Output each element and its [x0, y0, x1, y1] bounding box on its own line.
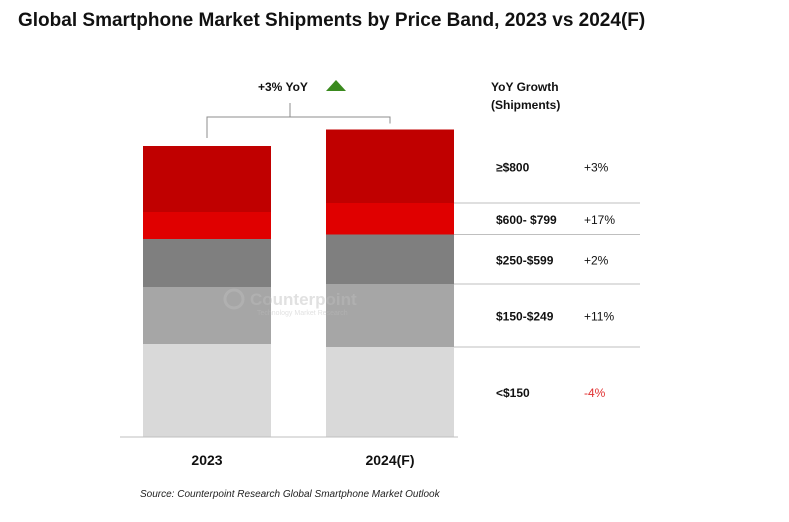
x-tick-label: 2023 [191, 452, 222, 468]
watermark-tagline: Technology Market Research [257, 310, 348, 317]
yoy-value-label: -4% [584, 386, 606, 400]
yoy-value-label: +3% [584, 160, 609, 174]
source-note: Source: Counterpoint Research Global Sma… [140, 489, 440, 500]
chart-title: Global Smartphone Market Shipments by Pr… [18, 10, 646, 31]
price-band-label: ≥$800 [496, 160, 530, 174]
price-band-label: $600- $799 [496, 213, 557, 227]
bar-segment-2023-2 [143, 239, 271, 287]
x-tick-label: 2024(F) [365, 452, 414, 468]
bar-segment-2023-4 [143, 146, 271, 212]
yoy-header-line1: YoY Growth [491, 80, 559, 94]
watermark-brand: Counterpoint [250, 290, 357, 309]
watermark-logo-icon [223, 288, 245, 310]
bar-segment-2024f-2 [326, 234, 454, 284]
bar-segment-2024f-4 [326, 129, 454, 203]
bar-segment-2023-1 [143, 287, 271, 344]
price-band-label: $250-$599 [496, 253, 554, 267]
total-yoy-annotation: +3% YoY [258, 80, 308, 94]
yoy-value-label: +17% [584, 213, 615, 227]
yoy-value-label: +11% [584, 310, 614, 324]
yoy-bracket [206, 103, 391, 138]
watermark: Counterpoint Technology Market Research [223, 288, 357, 317]
bar-segment-2024f-1 [326, 284, 454, 347]
price-band-label: $150-$249 [496, 310, 554, 324]
bar-segment-2024f-0 [326, 347, 454, 437]
bar-segment-2024f-3 [326, 203, 454, 235]
bar-segment-2023-3 [143, 212, 271, 239]
up-triangle-icon [326, 80, 346, 91]
price-band-label: <$150 [496, 386, 530, 400]
yoy-header-line2: (Shipments) [491, 98, 560, 112]
yoy-value-label: +2% [584, 253, 609, 267]
bar-segment-2023-0 [143, 344, 271, 437]
